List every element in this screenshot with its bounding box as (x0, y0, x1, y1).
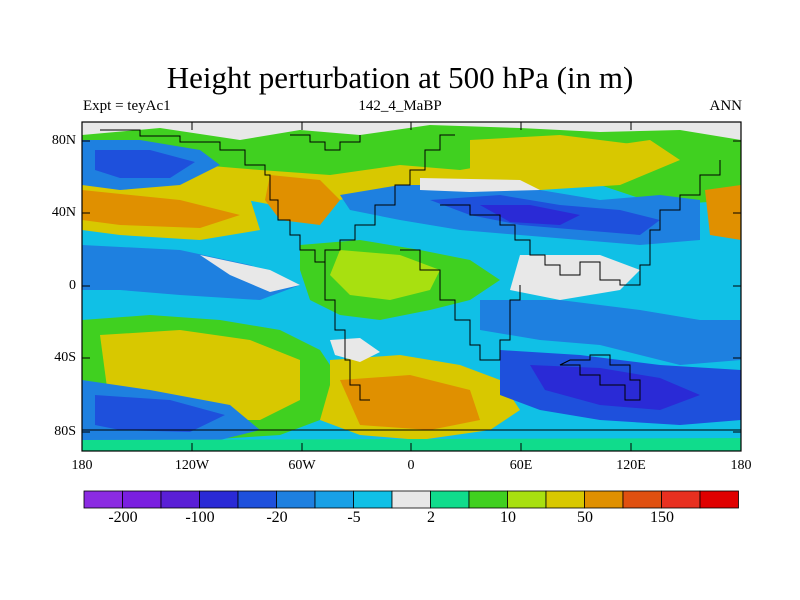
season-label: ANN (709, 98, 743, 114)
southern-ocean-strong-negative (530, 365, 700, 410)
x-label-120w: 120W (174, 458, 210, 473)
colorbar-swatch (237, 490, 277, 509)
colorbar-label-50: 50 (577, 509, 593, 526)
america-positive-core (265, 175, 340, 225)
eurasia-near-zero (420, 178, 540, 192)
colorbar-swatch (122, 490, 162, 509)
indian-negative (480, 300, 741, 365)
colorbar-label-minus-200: -200 (108, 509, 138, 526)
colorbar-swatch (468, 490, 508, 509)
colorbar (83, 490, 739, 509)
indian-near-zero (510, 255, 640, 300)
south-atlantic-near-zero (330, 338, 380, 362)
colorbar-label-minus-100: -100 (185, 509, 215, 526)
colorbar-label-150: 150 (650, 509, 674, 526)
colorbar-label-minus-5: -5 (347, 509, 361, 526)
africa-coast (400, 249, 521, 361)
south-pacific-negative-core (95, 395, 225, 432)
colorbar-swatch (83, 490, 123, 509)
y-label-80s: 80S (54, 424, 76, 439)
colorbar-label-10: 10 (500, 509, 516, 526)
northwest-negative-core (95, 150, 195, 178)
colorbar-swatch (314, 490, 354, 509)
colorbar-swatch (160, 490, 200, 509)
x-label-180e: 180 (730, 458, 752, 473)
east-edge-positive (705, 185, 741, 240)
run-label: 142_4_MaBP (358, 98, 442, 114)
pacific-positive-core (82, 190, 240, 228)
arctic-coast (290, 134, 361, 151)
colorbar-swatch (353, 490, 393, 509)
australia-coast (559, 354, 641, 401)
north-america-coast (100, 129, 455, 263)
y-label-80n: 80N (51, 133, 76, 148)
x-label-60e: 60E (509, 458, 533, 473)
x-label-60w: 60W (288, 458, 316, 473)
y-label-40s: 40S (54, 350, 76, 365)
colorbar-swatch (661, 490, 701, 509)
y-label-40n: 40N (51, 205, 76, 220)
colorbar-label-minus-20: -20 (266, 509, 288, 526)
x-label-180w: 180 (71, 458, 93, 473)
siberia-positive (470, 135, 660, 185)
map-title: Height perturbation at 500 hPa (in m) (166, 60, 634, 95)
colorbar-swatch (507, 490, 547, 509)
colorbar-swatch (545, 490, 585, 509)
pacific-near-zero (200, 255, 300, 292)
colorbar-swatch (699, 490, 739, 509)
colorbar-swatch (584, 490, 624, 509)
colorbar-swatch (622, 490, 662, 509)
colorbar-label-2: 2 (427, 509, 435, 526)
x-label-120e: 120E (616, 458, 646, 473)
experiment-label: Expt = teyAc1 (83, 98, 171, 114)
y-label-0: 0 (69, 278, 76, 293)
colorbar-swatch (276, 490, 316, 509)
x-label-0: 0 (407, 458, 415, 473)
colorbar-swatch (199, 490, 239, 509)
axis-ticks (81, 122, 742, 451)
eurasia-coast (440, 160, 721, 286)
south-atlantic-positive-core (340, 375, 480, 430)
atlantic-tropical-core (330, 250, 440, 300)
coastlines (82, 129, 741, 431)
pacific-tropical-negative (82, 245, 300, 300)
eurasia-strong-negative (480, 205, 580, 225)
colorbar-swatch (391, 490, 431, 509)
south-america-coast (324, 262, 370, 401)
colorbar-swatch (430, 490, 470, 509)
contour-field (82, 122, 741, 451)
